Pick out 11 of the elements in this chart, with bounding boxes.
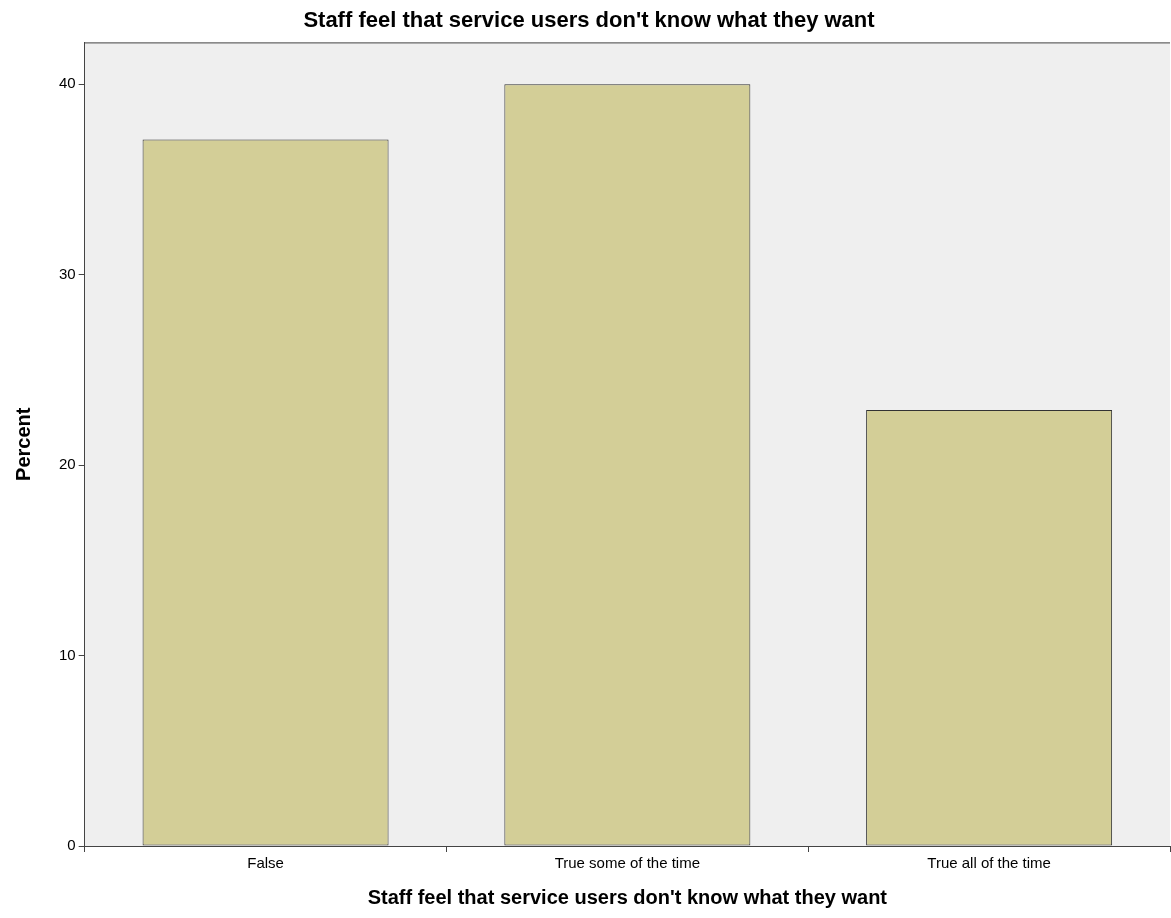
y-tick-label: 30 xyxy=(59,264,76,282)
x-tick-label: True all of the time xyxy=(927,854,1051,872)
y-tick-label: 40 xyxy=(59,74,76,92)
y-axis-title: Percent xyxy=(11,407,34,481)
y-tick-label: 20 xyxy=(59,455,76,473)
y-tick-label: 10 xyxy=(59,645,76,663)
chart-title: Staff feel that service users don't know what they want xyxy=(303,7,876,33)
x-tick-label: True some of the time xyxy=(554,854,701,872)
y-tick-label: 0 xyxy=(67,836,76,854)
x-tick-label: False xyxy=(247,854,284,872)
x-axis-title: Staff feel that service users don't know what they want xyxy=(367,885,888,908)
